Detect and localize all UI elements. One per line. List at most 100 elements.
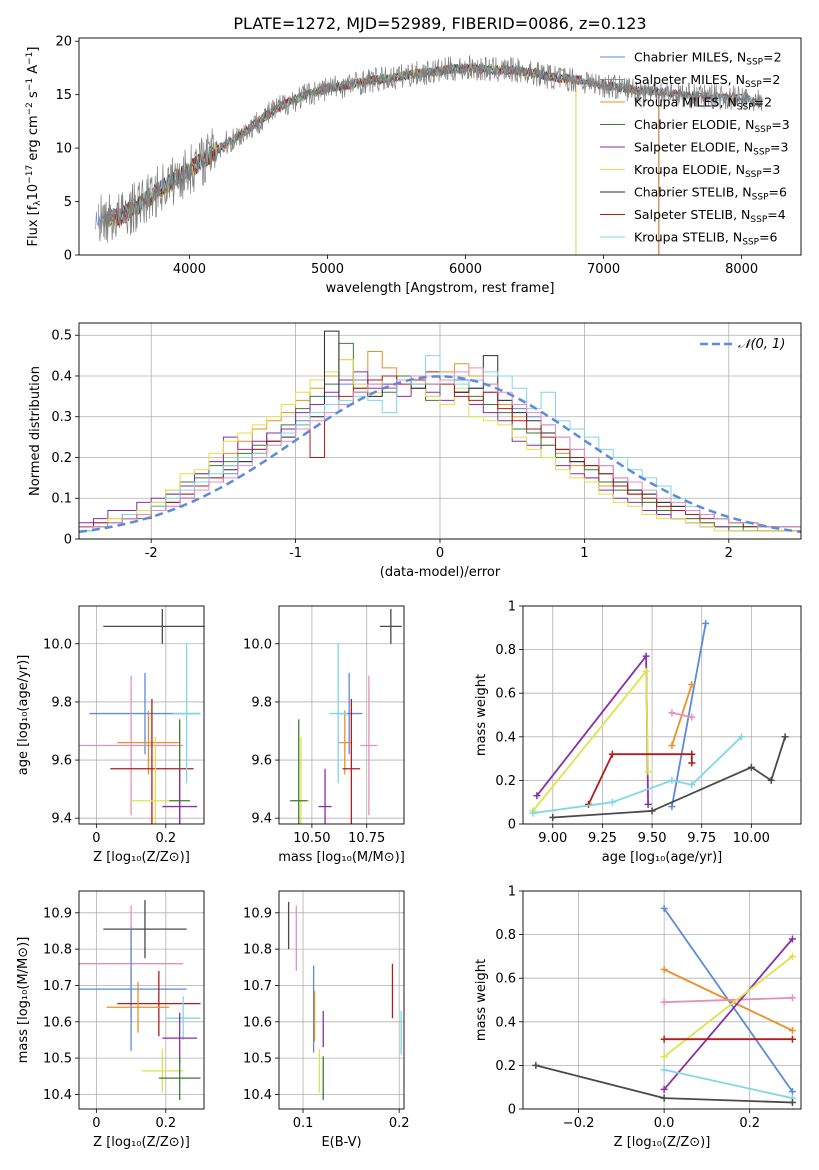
plot-area bbox=[532, 904, 796, 1106]
y-tick-label: 0.6 bbox=[495, 687, 516, 702]
errorbar-point bbox=[360, 675, 378, 816]
errorbar-point bbox=[106, 981, 170, 1033]
mass-weight-line bbox=[587, 753, 693, 805]
y-axis-label: Normed distribution bbox=[28, 366, 43, 496]
y-tick-label: 0.2 bbox=[51, 451, 72, 466]
y-axis-label: age [log₁₀(age/yr)] bbox=[16, 655, 31, 776]
histogram-step-line bbox=[79, 355, 801, 532]
mass-weight-marker bbox=[788, 1088, 796, 1096]
x-tick-label: 4000 bbox=[173, 262, 206, 277]
errorbar-point bbox=[342, 699, 361, 824]
legend-label: Chabrier STELIB, NSSP=6 bbox=[634, 185, 787, 203]
mass-weight-marker bbox=[668, 776, 676, 784]
mass-weight-marker bbox=[737, 733, 745, 741]
mass-weight-marker bbox=[668, 709, 676, 717]
mass-weight-marker bbox=[781, 733, 789, 741]
legend-model-name: Kroupa ELODIE, N bbox=[634, 162, 745, 177]
legend-subscript: SSP bbox=[746, 58, 763, 68]
x-tick-label: 0 bbox=[92, 831, 100, 846]
legend-nssp: 3 bbox=[781, 140, 789, 155]
y-tick-label: 9.8 bbox=[251, 695, 272, 710]
mass-weight-marker bbox=[668, 742, 676, 750]
x-axis-label: age [log₁₀(age/yr)] bbox=[602, 850, 723, 865]
x-tick-label: 5000 bbox=[311, 262, 344, 277]
mass-weight-marker bbox=[532, 1061, 540, 1069]
y-label-part: λ bbox=[33, 200, 43, 206]
legend-nssp: 2 bbox=[764, 95, 772, 110]
axes-frame bbox=[78, 322, 802, 540]
legend-equals: = bbox=[771, 117, 781, 132]
x-axis-label: Z [log₁₀(Z/Z⊙)] bbox=[614, 1135, 711, 1150]
x-tick-label: 0 bbox=[436, 546, 444, 561]
x-tick-label: -2 bbox=[145, 546, 158, 561]
legend-equals: = bbox=[754, 95, 764, 110]
x-tick-label: 10.75 bbox=[348, 831, 385, 846]
y-tick-label: 10.4 bbox=[43, 1088, 72, 1103]
plot-area bbox=[79, 330, 801, 534]
y-axis-label: mass weight bbox=[474, 674, 489, 756]
mass-weight-line bbox=[663, 1068, 793, 1099]
x-tick-label: 8000 bbox=[725, 262, 758, 277]
plot-area bbox=[79, 608, 204, 824]
legend-label: Salpeter ELODIE, NSSP=3 bbox=[634, 140, 788, 158]
legend-equals: = bbox=[763, 50, 773, 65]
y-axis-label: mass weight bbox=[474, 959, 489, 1041]
mass-weight-line bbox=[664, 996, 793, 1004]
mass-weight-marker bbox=[668, 803, 676, 811]
mass-weight-marker bbox=[688, 759, 696, 767]
y-tick-label: 0.4 bbox=[51, 369, 72, 384]
errorbar-point bbox=[379, 608, 402, 644]
mass-weight-marker bbox=[788, 935, 796, 943]
mass-weight-line bbox=[663, 938, 794, 1090]
y-tick-label: 0 bbox=[64, 533, 72, 548]
plot-area bbox=[289, 608, 402, 824]
legend-label: Kroupa MILES, NSSP=2 bbox=[634, 95, 772, 113]
y-label-part: 10 bbox=[26, 184, 41, 201]
mass-weight-marker bbox=[660, 1035, 668, 1043]
y-tick-label: 9.6 bbox=[251, 754, 272, 769]
errorbar-point bbox=[289, 719, 308, 824]
x-tick-label: 9.25 bbox=[588, 831, 617, 846]
errorbar-point bbox=[103, 900, 187, 959]
mass-weight-marker bbox=[788, 1035, 796, 1043]
mass-weight-marker bbox=[660, 904, 668, 912]
x-tick-label: 9.50 bbox=[638, 831, 667, 846]
mass-weight-marker bbox=[644, 800, 652, 808]
errorbar-point bbox=[338, 710, 352, 775]
x-axis-label: E(B-V) bbox=[321, 1135, 361, 1150]
x-tick-label: 1 bbox=[580, 546, 588, 561]
y-tick-label: 10.5 bbox=[43, 1052, 72, 1067]
x-tick-label: 6000 bbox=[449, 262, 482, 277]
mass-weight-marker bbox=[660, 1053, 668, 1061]
axes-mass-vs-age: 10.50 10.75 9.4 9.6 9.8 10.0 mass [log₁₀(M/M⊙)… bbox=[243, 605, 405, 865]
axes-frame bbox=[78, 37, 802, 256]
y-tick-label: 9.4 bbox=[51, 812, 72, 827]
x-tick-label: 0.2 bbox=[739, 1116, 760, 1131]
x-axis-label: Z [log₁₀(Z/Z⊙)] bbox=[93, 850, 190, 865]
y-tick-label: 10.7 bbox=[43, 979, 72, 994]
x-axis-label: mass [log₁₀(M/M⊙)] bbox=[278, 850, 405, 865]
errorbar-point bbox=[172, 643, 201, 784]
axes-z-vs-age: 0 0.2 9.4 9.6 9.8 10.0 Z [log₁₀(Z/Z⊙)] age [log… bbox=[16, 605, 205, 865]
legend-equals: = bbox=[762, 72, 772, 87]
errorbar-point bbox=[110, 699, 194, 824]
model-spectrum-line bbox=[95, 62, 660, 230]
legend-nssp: 2 bbox=[772, 72, 780, 87]
y-tick-label: 5 bbox=[64, 195, 72, 210]
mass-weight-marker bbox=[788, 1098, 796, 1106]
legend-label: Salpeter MILES, NSSP=2 bbox=[634, 72, 780, 90]
x-tick-label: 0.2 bbox=[389, 1116, 410, 1131]
y-tick-label: 0.1 bbox=[51, 492, 72, 507]
legend-nssp: 6 bbox=[779, 185, 787, 200]
y-label-part: −2 bbox=[25, 102, 35, 115]
axes-spectrum: 4000 5000 6000 7000 8000 0 5 10 15 20 wavelength [… bbox=[25, 35, 802, 296]
mass-weight-marker bbox=[767, 776, 775, 784]
legend-subscript: SSP bbox=[737, 103, 754, 113]
legend-nssp: 3 bbox=[772, 162, 780, 177]
errorbar-point bbox=[318, 768, 332, 824]
errorbar-point bbox=[117, 970, 201, 1037]
y-tick-label: 0.4 bbox=[495, 1015, 516, 1030]
legend-model-name: Salpeter MILES, N bbox=[634, 72, 745, 87]
errorbar-point bbox=[141, 1049, 184, 1093]
x-tick-label: 9.75 bbox=[687, 831, 716, 846]
